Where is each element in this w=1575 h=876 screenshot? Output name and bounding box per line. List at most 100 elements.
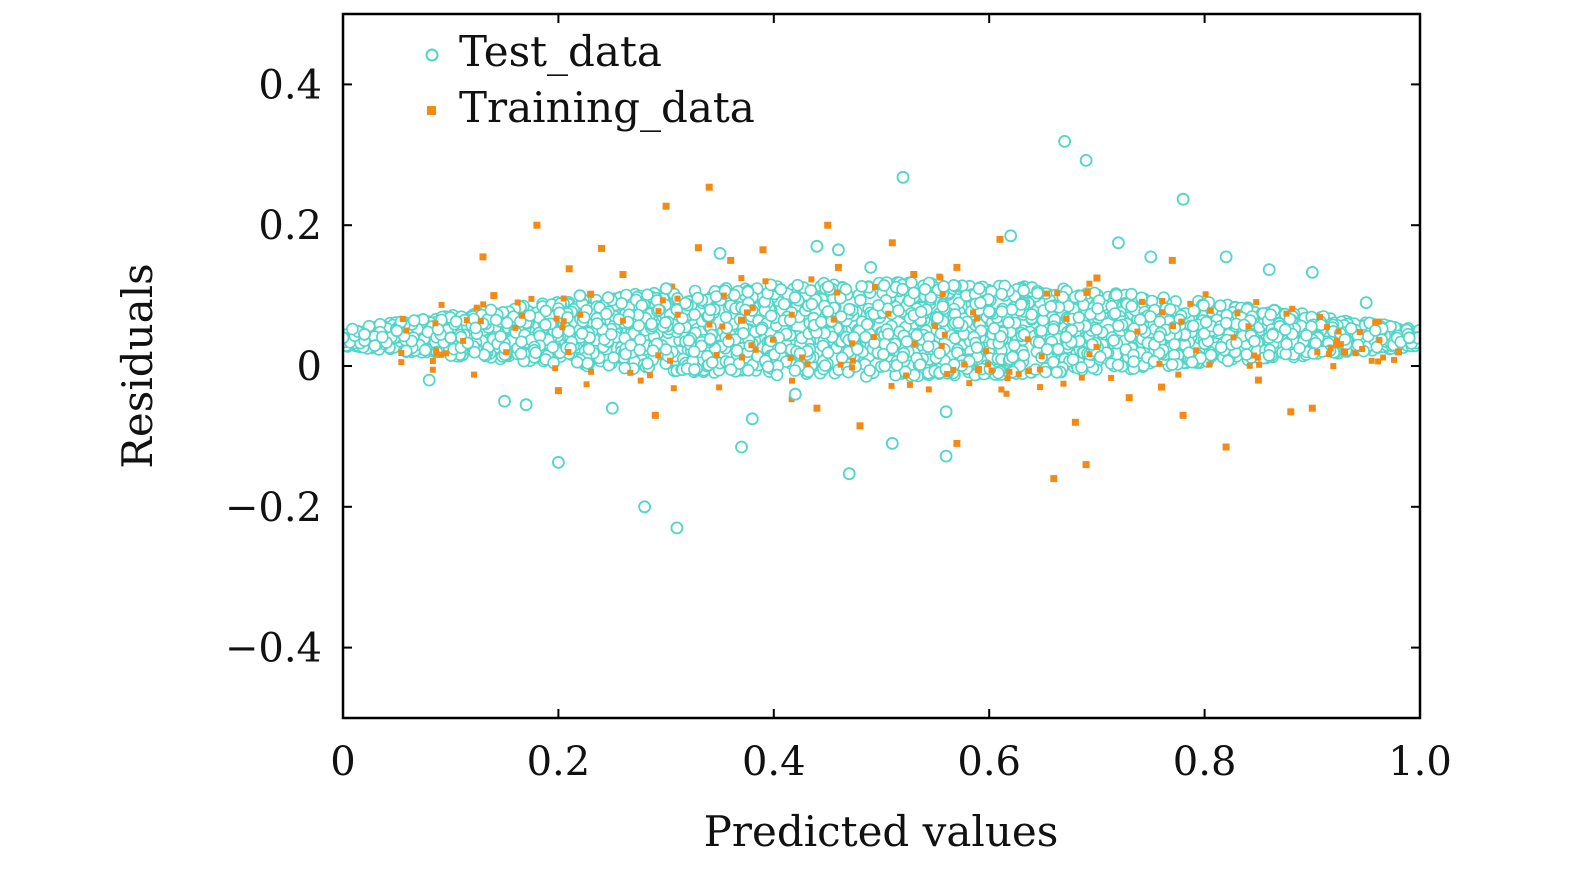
x-tick-label: 1.0 xyxy=(1388,739,1452,785)
band-train-point xyxy=(1380,354,1387,361)
band-train-point xyxy=(503,349,510,356)
band-point xyxy=(1186,319,1200,333)
band-train-point xyxy=(438,351,445,358)
band-point xyxy=(672,322,686,335)
band-point xyxy=(494,330,507,343)
band-point xyxy=(570,355,584,369)
band-point xyxy=(523,309,537,322)
band-point xyxy=(640,288,654,302)
training-point xyxy=(651,411,659,419)
band-point xyxy=(877,279,891,292)
band-point xyxy=(881,327,895,341)
y-tick-label: 0.4 xyxy=(258,62,322,108)
training-point xyxy=(554,387,562,395)
band-point xyxy=(1025,308,1038,321)
band-train-point xyxy=(932,322,938,329)
band-train-point xyxy=(1207,307,1214,314)
band-train-point xyxy=(588,368,595,375)
band-train-point xyxy=(477,318,484,325)
band-point xyxy=(871,298,885,312)
band-point xyxy=(1072,311,1086,324)
y-tick-label: 0 xyxy=(297,344,322,390)
band-point xyxy=(607,351,620,364)
band-point xyxy=(1214,299,1227,313)
band-point xyxy=(892,304,905,317)
legend: Test_data Training_data xyxy=(425,27,755,132)
band-point xyxy=(1108,307,1122,320)
band-train-point xyxy=(1156,360,1163,367)
band-point xyxy=(590,317,604,330)
legend-test-marker xyxy=(425,48,439,62)
training-point xyxy=(598,244,605,252)
band-train-point xyxy=(1193,347,1200,354)
band-train-point xyxy=(1083,289,1090,296)
band-train-point xyxy=(830,316,837,323)
band-point xyxy=(500,316,514,330)
band-point xyxy=(1300,328,1313,342)
band-point xyxy=(688,308,701,321)
band-train-point xyxy=(433,350,440,357)
band-point xyxy=(1240,348,1253,361)
band-point xyxy=(1344,322,1358,335)
test-point xyxy=(1004,229,1018,243)
band-point xyxy=(1293,341,1306,355)
band-point xyxy=(1197,299,1210,312)
band-train-point xyxy=(808,276,815,283)
training-point xyxy=(587,290,595,298)
band-train-point xyxy=(398,350,405,356)
band-train-point xyxy=(1037,384,1043,391)
band-train-point xyxy=(1316,314,1323,320)
band-point xyxy=(804,284,818,297)
band-point xyxy=(821,346,835,360)
band-point xyxy=(878,359,892,373)
band-train-point xyxy=(398,359,405,366)
band-point xyxy=(1017,284,1031,297)
band-train-point xyxy=(1024,336,1031,343)
band-train-point xyxy=(1245,323,1252,330)
test-point xyxy=(896,170,910,184)
band-point xyxy=(705,356,719,369)
training-point xyxy=(619,271,627,278)
band-point xyxy=(1007,338,1021,352)
training-point xyxy=(813,404,821,412)
band-train-point xyxy=(1006,368,1013,375)
band-train-point xyxy=(1289,305,1296,312)
band-train-point xyxy=(739,354,745,361)
x-tick-label: 0.6 xyxy=(957,739,1021,785)
axis-ticks xyxy=(342,14,1421,718)
band-train-point xyxy=(1139,298,1145,305)
band-train-point xyxy=(974,315,980,322)
band-train-point xyxy=(1372,319,1379,326)
band-point xyxy=(1309,336,1322,350)
band-train-point xyxy=(674,311,681,318)
band-train-point xyxy=(560,318,567,325)
band-point xyxy=(1006,350,1019,364)
band-train-point xyxy=(1391,356,1397,363)
band-point xyxy=(1185,355,1199,369)
band-train-point xyxy=(743,309,750,316)
band-train-point xyxy=(1159,297,1166,304)
test-point xyxy=(735,440,748,454)
x-axis-title: Predicted values xyxy=(704,807,1059,856)
band-train-point xyxy=(1230,334,1237,341)
training-point xyxy=(1395,348,1402,356)
band-point xyxy=(900,335,914,348)
band-train-point xyxy=(1376,337,1383,344)
band-point xyxy=(1125,299,1138,313)
band-point xyxy=(632,319,646,332)
band-point xyxy=(682,334,696,347)
training-point xyxy=(533,221,541,229)
band-train-point xyxy=(788,311,795,318)
band-point xyxy=(972,282,986,295)
band-point xyxy=(1266,328,1279,342)
legend-training-label: Training_data xyxy=(459,83,755,132)
y-tick-label: −0.2 xyxy=(225,485,322,531)
training-point xyxy=(953,263,961,271)
band-train-point xyxy=(941,331,948,338)
band-train-point xyxy=(1254,354,1261,361)
training-point xyxy=(953,439,961,447)
band-train-point xyxy=(565,349,572,355)
band-point xyxy=(601,291,615,304)
band-point xyxy=(788,291,802,304)
